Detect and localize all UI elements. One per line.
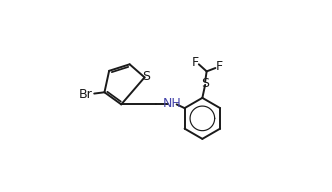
Text: NH: NH [163,97,182,110]
Text: S: S [142,70,150,83]
Text: F: F [216,60,223,73]
Text: Br: Br [79,88,93,101]
Text: S: S [202,77,209,90]
Text: F: F [192,56,199,69]
